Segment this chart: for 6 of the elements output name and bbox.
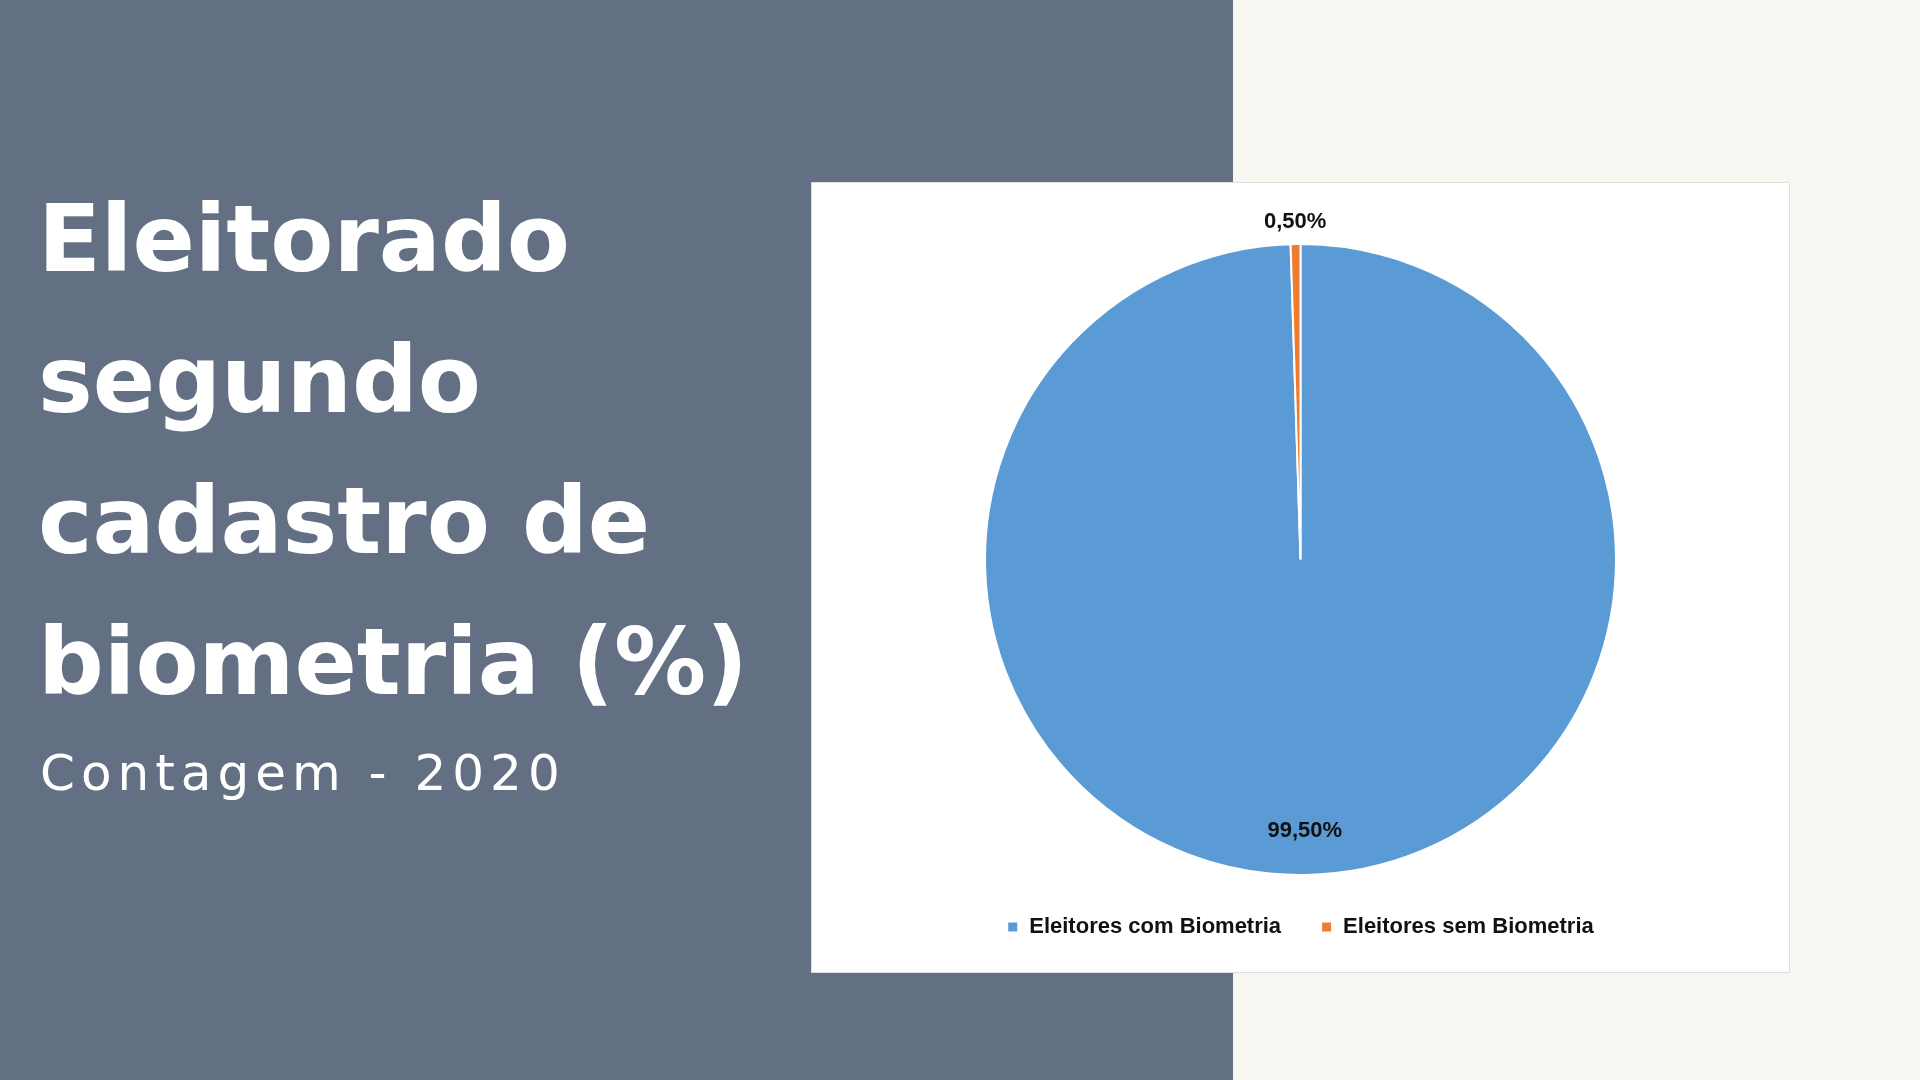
- legend-label: Eleitores com Biometria: [1029, 913, 1282, 939]
- data-label: 99,50%: [1267, 816, 1343, 842]
- text: Eleitorado segundo cadastro de biometria (%): [38, 185, 750, 718]
- text: Contagem - 2020: [40, 743, 566, 803]
- legend-label: Eleitores sem Biometria: [1343, 913, 1595, 939]
- data-label: 0,50%: [1264, 208, 1327, 234]
